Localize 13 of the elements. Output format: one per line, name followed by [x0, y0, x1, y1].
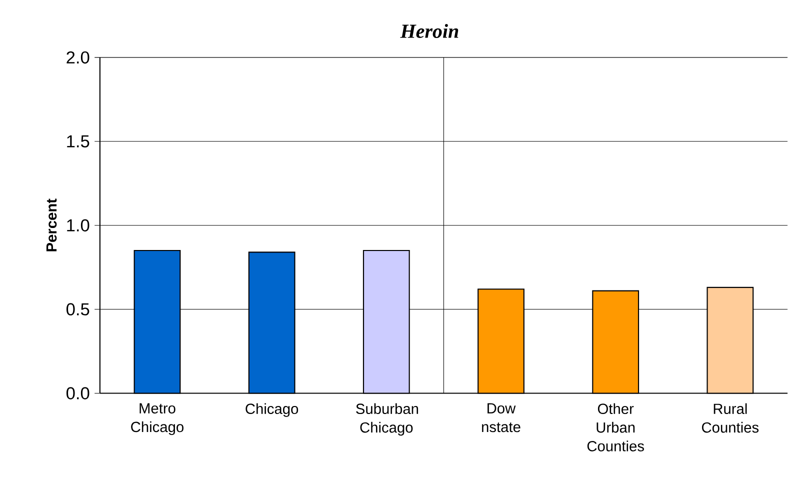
x-tick-label: Chicago: [246, 403, 298, 418]
x-tick-label: Suburban Chicago: [356, 403, 418, 436]
chart-title: Heroin: [400, 24, 458, 38]
x-tick-label: Dow nstate: [482, 403, 520, 432]
y-tick-label: 0.0: [66, 387, 90, 400]
y-axis-title: Percent: [46, 198, 57, 252]
y-tick-label: 0.5: [66, 303, 90, 316]
y-tick-label: 1.0: [67, 219, 90, 232]
y-tick-label: 2.0: [66, 51, 90, 64]
x-tick-label: Rural Counties: [702, 403, 759, 433]
x-tick-label: Other Urban Counties: [587, 403, 644, 452]
y-tick-label: 1.5: [67, 136, 90, 148]
x-tick-label: Metro Chicago: [131, 403, 184, 436]
